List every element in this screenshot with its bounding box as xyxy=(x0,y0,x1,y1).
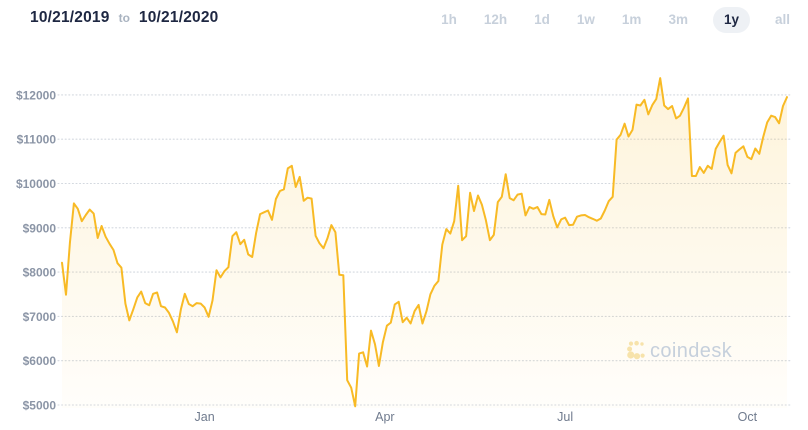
price-line xyxy=(61,77,788,408)
y-tick-label: $5000 xyxy=(23,399,57,413)
x-tick-label-Apr: Apr xyxy=(375,410,394,424)
y-tick-label: $7000 xyxy=(23,310,57,324)
time-range-buttons: 1h 12h 1d 1w 1m 3m 1y all xyxy=(439,7,792,33)
range-button-1w[interactable]: 1w xyxy=(575,9,597,31)
price-area-fill xyxy=(62,78,787,408)
y-tick-label: $8000 xyxy=(23,266,57,280)
x-axis-labels: Jan Apr Jul Oct xyxy=(195,410,758,424)
date-from[interactable]: 10/21/2019 xyxy=(30,9,110,26)
range-button-1m[interactable]: 1m xyxy=(620,9,644,31)
date-to[interactable]: 10/21/2020 xyxy=(138,9,219,26)
range-button-1h[interactable]: 1h xyxy=(439,9,459,31)
y-tick-label: $10000 xyxy=(16,177,56,191)
x-tick-label-Jan: Jan xyxy=(195,410,215,424)
y-tick-label: $12000 xyxy=(16,88,56,102)
range-button-all[interactable]: all xyxy=(773,9,792,31)
range-button-3m[interactable]: 3m xyxy=(666,9,690,31)
coindesk-logo-icon xyxy=(627,340,645,360)
y-axis-labels: $12000 $11000 $10000 $9000 $8000 $7000 $6000 $5… xyxy=(16,88,56,412)
date-range: 10/21/2019 to 10/21/2020 xyxy=(30,9,218,27)
x-tick-label-Jul: Jul xyxy=(557,410,573,424)
y-tick-label: $9000 xyxy=(23,221,57,235)
x-tick-label-Oct: Oct xyxy=(738,410,758,424)
date-range-separator: to xyxy=(118,11,130,25)
coindesk-watermark: coindesk xyxy=(626,340,732,362)
y-tick-label: $11000 xyxy=(17,133,57,147)
range-button-1y[interactable]: 1y xyxy=(712,7,750,33)
range-button-12h[interactable]: 12h xyxy=(482,9,509,31)
y-tick-label: $6000 xyxy=(23,354,57,368)
range-button-1d[interactable]: 1d xyxy=(532,9,552,31)
coindesk-logo-text: coindesk xyxy=(650,340,733,362)
